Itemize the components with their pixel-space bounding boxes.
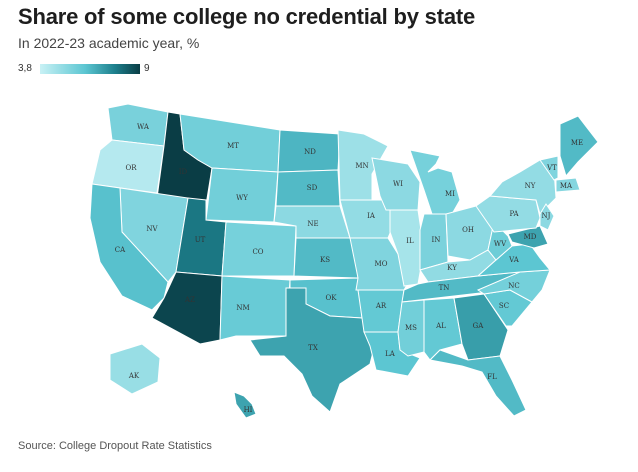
state-label-nc: NC [508,282,519,290]
state-label-wv: WV [494,240,507,248]
state-label-wi: WI [393,180,403,188]
state-label-ia: IA [367,212,376,220]
state-label-md: MD [524,233,537,241]
state-label-id: ID [179,168,188,176]
state-label-ms: MS [405,324,417,332]
state-label-in: IN [432,236,441,244]
state-label-la: LA [385,350,396,358]
state-nm[interactable] [219,275,291,341]
source-note: Source: College Dropout Rate Statistics [18,440,212,452]
state-mi[interactable] [409,149,461,215]
state-label-nj: NJ [542,212,551,220]
state-ma[interactable] [555,177,581,193]
state-me[interactable] [559,115,599,178]
state-ca[interactable] [89,183,169,311]
state-label-ar: AR [375,302,387,310]
legend-max-label: 9 [144,63,150,74]
state-label-co: CO [252,248,263,256]
state-label-ak: AK [128,372,140,380]
state-label-mn: MN [355,162,368,170]
state-label-oh: OH [462,226,474,234]
state-fl[interactable] [428,349,527,417]
state-label-hi: HI [244,406,253,414]
state-hi[interactable] [233,391,257,419]
state-label-ca: CA [115,246,126,254]
state-label-il: IL [406,237,414,245]
chart-subtitle: In 2022-23 academic year, % [18,35,200,51]
state-label-vt: VT [546,164,557,172]
state-nj[interactable] [539,203,555,231]
state-label-ut: UT [195,236,206,244]
state-label-al: AL [435,322,446,330]
state-label-va: VA [508,256,520,264]
state-label-ok: OK [326,294,338,302]
state-label-ma: MA [560,182,573,190]
state-label-mt: MT [227,142,239,150]
state-label-tx: TX [308,344,318,352]
state-label-sc: SC [499,302,509,310]
state-tx[interactable] [249,287,377,413]
state-label-me: ME [571,139,583,147]
state-label-mo: MO [375,260,388,268]
state-label-ky: KY [447,264,457,272]
state-label-sd: SD [307,184,318,192]
state-label-fl: FL [487,373,497,381]
state-vt[interactable] [539,155,559,181]
state-label-az: AZ [184,296,195,304]
us-choropleth-map: WA OR ID MT WY NV CA UT AZ CO NM ND SD NE KS OK TX MN IA MO… [89,103,599,419]
state-label-tn: TN [439,284,450,292]
legend-min-label: 3,8 [18,63,32,74]
chart-title: Share of some college no credential by s… [18,4,476,29]
state-label-nm: NM [236,304,249,312]
state-il[interactable] [389,209,425,287]
state-label-pa: PA [509,210,519,218]
state-label-nv: NV [146,225,158,233]
state-ar[interactable] [357,289,405,333]
state-label-ga: GA [473,322,485,330]
state-label-ny: NY [525,182,536,190]
state-label-mi: MI [445,190,455,198]
state-label-or: OR [125,164,137,172]
state-label-ks: KS [320,256,330,264]
state-label-wa: WA [137,123,150,131]
state-ak[interactable] [109,343,161,395]
color-legend: 3,8 9 [18,62,158,76]
state-label-wy: WY [236,194,248,202]
state-label-nd: ND [304,148,316,156]
legend-gradient-bar [40,64,140,74]
state-label-ne: NE [307,220,318,228]
